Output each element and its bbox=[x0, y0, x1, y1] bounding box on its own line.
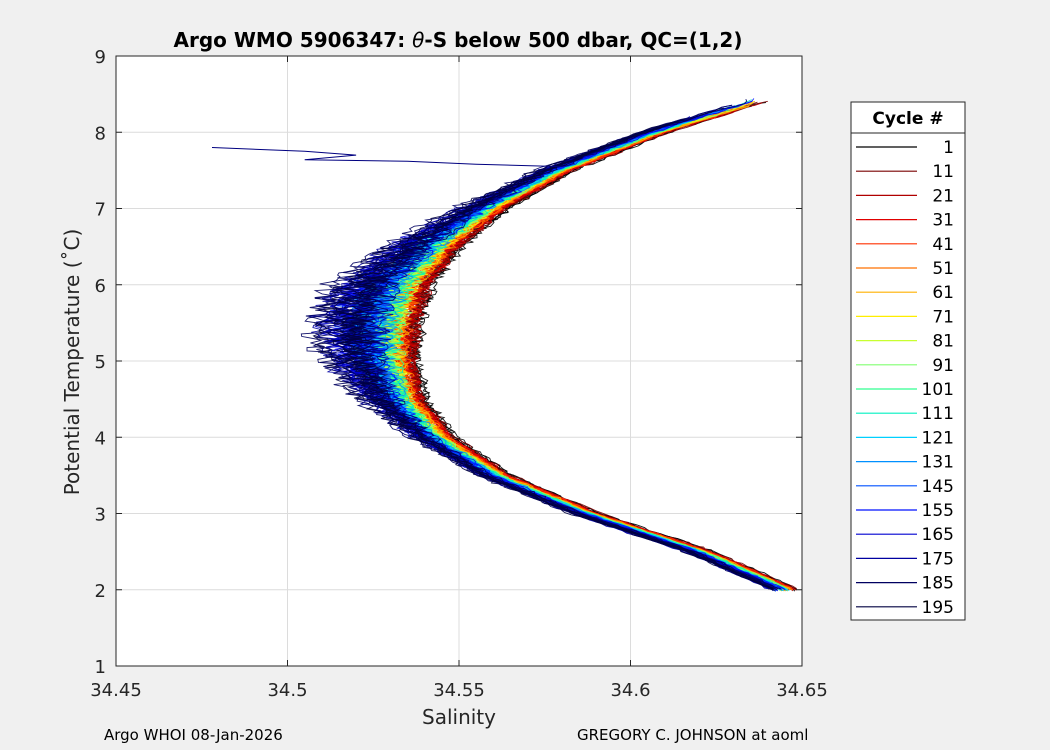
y-tick-label: 5 bbox=[95, 352, 106, 373]
profile-line-cycle-195 bbox=[332, 107, 773, 590]
legend-entries: 1112131415161718191101111121131145155165… bbox=[856, 138, 954, 618]
legend-label: 185 bbox=[922, 574, 954, 594]
profile-line-cycle-195 bbox=[312, 118, 770, 590]
y-tick-label: 3 bbox=[95, 505, 106, 526]
legend-label: 91 bbox=[932, 356, 954, 376]
legend-label: 101 bbox=[922, 380, 954, 400]
y-tick-label: 2 bbox=[95, 581, 106, 602]
legend-label: 111 bbox=[922, 404, 954, 424]
legend-label: 21 bbox=[932, 186, 954, 206]
legend: Cycle # 11121314151617181911011111211311… bbox=[850, 101, 966, 621]
legend-label: 145 bbox=[922, 477, 954, 497]
x-axis-label: Salinity bbox=[422, 705, 496, 729]
legend-label: 61 bbox=[932, 283, 954, 303]
legend-label: 131 bbox=[922, 453, 954, 473]
y-tick-label: 9 bbox=[95, 47, 106, 68]
legend-label: 81 bbox=[932, 332, 954, 352]
legend-label: 195 bbox=[922, 598, 954, 618]
footer-left: Argo WHOI 08-Jan-2026 bbox=[104, 726, 283, 744]
y-tick-label: 1 bbox=[95, 657, 106, 678]
y-axis-label: Potential Temperature (˚C) bbox=[60, 229, 84, 496]
x-tick-label: 34.6 bbox=[610, 680, 650, 701]
footer-right: GREGORY C. JOHNSON at aoml bbox=[577, 726, 809, 744]
profile-lines bbox=[211, 98, 797, 592]
legend-label: 165 bbox=[922, 525, 954, 545]
legend-label: 175 bbox=[922, 549, 954, 569]
legend-label: 71 bbox=[932, 307, 954, 327]
legend-title: Cycle # bbox=[872, 109, 943, 129]
profile-line-cycle-195 bbox=[340, 127, 776, 592]
x-tick-label: 34.5 bbox=[267, 680, 307, 701]
x-tick-label: 34.45 bbox=[90, 680, 142, 701]
y-tick-label: 6 bbox=[95, 276, 106, 297]
legend-label: 155 bbox=[922, 501, 954, 521]
y-tick-label: 4 bbox=[95, 428, 106, 449]
y-tick-label: 7 bbox=[95, 200, 106, 221]
x-tick-label: 34.55 bbox=[433, 680, 485, 701]
legend-label: 41 bbox=[932, 235, 954, 255]
outlier-profile-line bbox=[211, 147, 562, 168]
x-tick-label: 34.65 bbox=[776, 680, 828, 701]
y-tick-label: 8 bbox=[95, 123, 106, 144]
legend-label: 51 bbox=[932, 259, 954, 279]
chart-title: Argo WMO 5906347: θ-S below 500 dbar, QC… bbox=[174, 28, 743, 52]
legend-label: 1 bbox=[943, 138, 954, 158]
legend-label: 11 bbox=[932, 162, 954, 182]
profile-line-cycle-185 bbox=[335, 124, 772, 590]
axis-ticks: 34.45 34.5 34.55 34.6 34.65 1 2 3 4 5 6 7 8 9 bbox=[90, 47, 828, 701]
legend-label: 31 bbox=[932, 211, 954, 231]
legend-label: 121 bbox=[922, 428, 954, 448]
